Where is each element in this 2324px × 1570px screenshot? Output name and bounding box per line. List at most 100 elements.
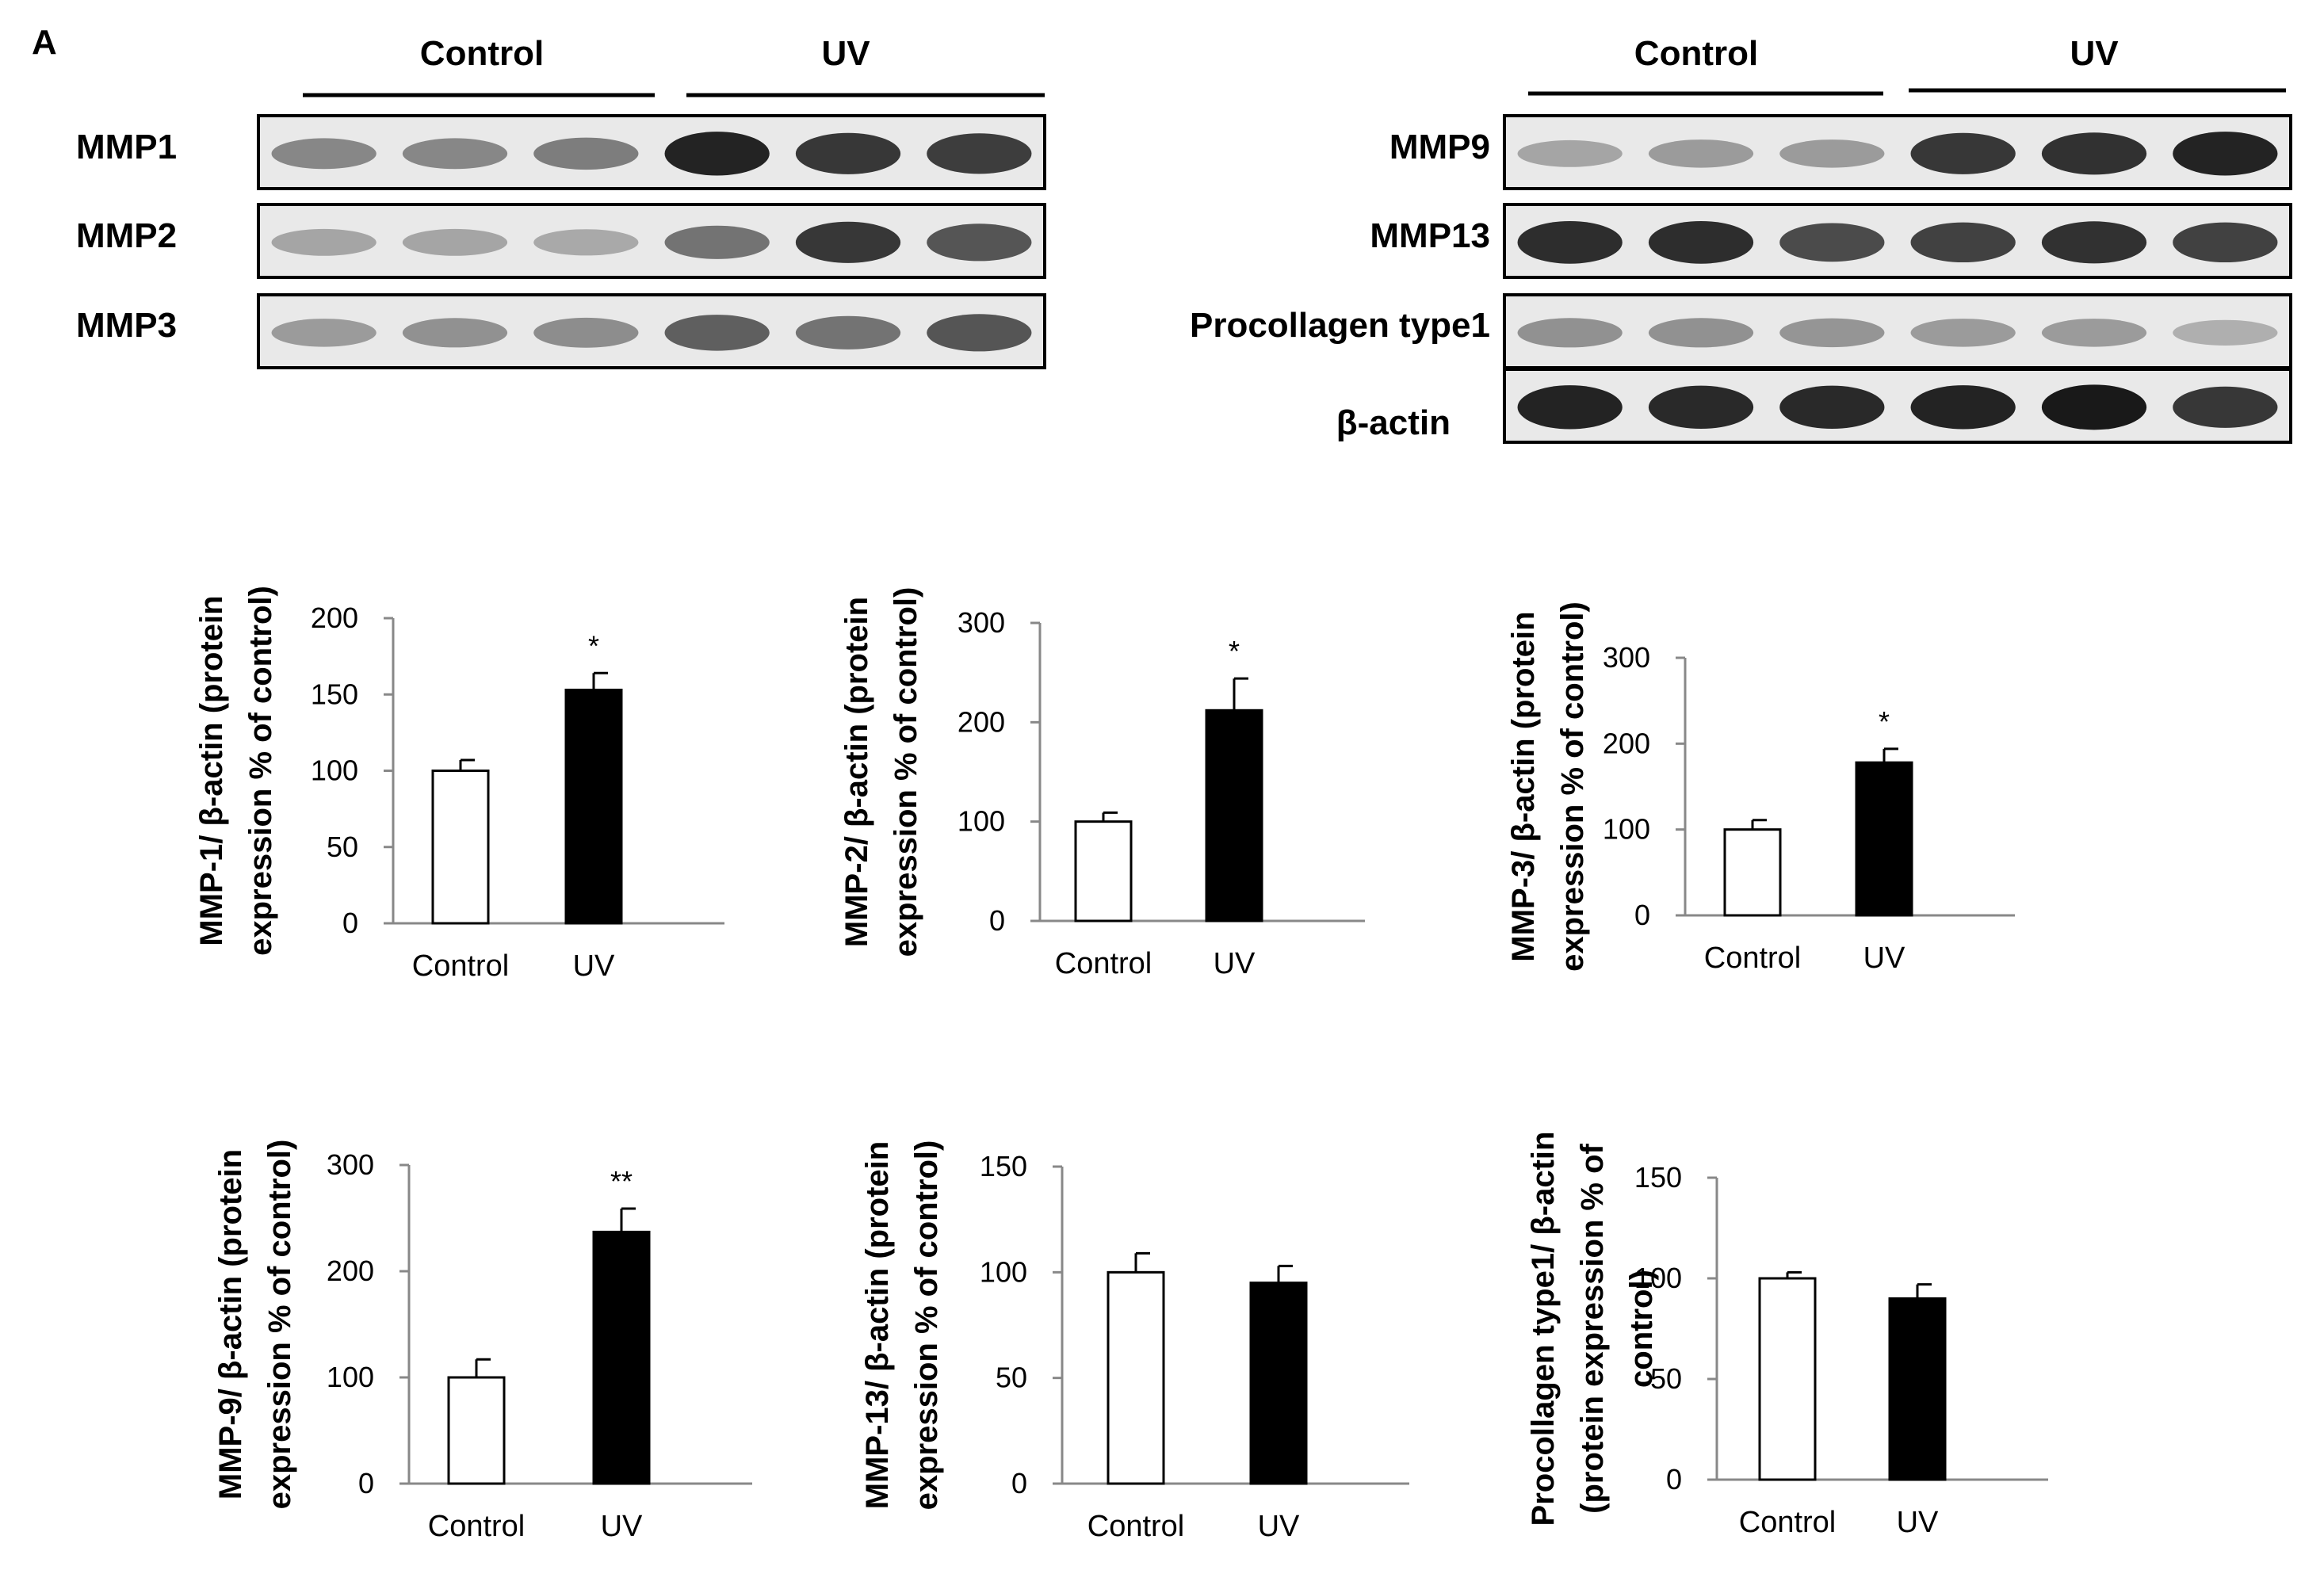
blot-band	[2041, 132, 2147, 175]
blot-band	[1648, 318, 1754, 348]
blot-panel-right: Control UV MMP9 MMP13 Procollagen type1 …	[1190, 34, 2292, 444]
blot-band	[2041, 221, 2147, 264]
y-axis-label: control)	[1624, 1270, 1659, 1388]
blot-frame	[257, 203, 1046, 279]
x-category-label: Control	[1739, 1506, 1837, 1539]
blot-band	[1517, 385, 1623, 430]
bar-uv	[1888, 1297, 1947, 1481]
bar-chart-5: 0 50 100 150 Control UV MMP-13/ β-actin (prote…	[860, 1140, 1409, 1543]
blot-band	[1910, 132, 2016, 174]
blot-frame	[1503, 114, 2292, 190]
significance-marker: *	[1879, 705, 1890, 738]
blot-frame	[1503, 203, 2292, 279]
blot-left-group-uv: UV	[821, 34, 870, 73]
y-axis-label: expression % of control)	[909, 1140, 944, 1511]
y-tick-label: 100	[980, 1255, 1027, 1288]
y-axis-label: expression % of control)	[1555, 602, 1590, 972]
blot-band	[927, 223, 1032, 262]
blot-band	[271, 138, 377, 170]
bar-chart-3: 0 100 200 300 Control * UV MMP-3/ β-actin (prot…	[1506, 602, 2015, 975]
blot-band	[2041, 319, 2147, 347]
y-axis-label: MMP-2/ β-actin (protein	[839, 597, 874, 947]
blot-band	[271, 228, 377, 256]
y-axis-label: MMP-3/ β-actin (protein	[1506, 611, 1541, 961]
y-axis-label: MMP-9/ β-actin (protein	[213, 1149, 248, 1499]
y-axis-label: expression % of control)	[243, 586, 278, 956]
y-tick-label: 200	[327, 1255, 374, 1287]
y-axis-label: (protein expression % of	[1575, 1143, 1610, 1513]
blot-band	[533, 317, 639, 348]
blot-frame	[257, 114, 1046, 190]
y-tick-label: 200	[1603, 727, 1650, 759]
blot-band	[2173, 132, 2278, 176]
blot-band	[1648, 139, 1754, 168]
y-tick-label: 0	[1666, 1463, 1682, 1496]
blot-row-label-mmp3: MMP3	[76, 306, 177, 345]
blot-strip-mmp3	[257, 293, 1046, 369]
y-axis-label: MMP-1/ β-actin (protein	[194, 595, 229, 945]
bar-chart-2: 0 100 200 300 Control * UV MMP-2/ β-actin (prot…	[839, 587, 1365, 980]
blot-band	[402, 228, 508, 256]
y-tick-label: 100	[1603, 813, 1650, 846]
bar-uv	[1205, 709, 1263, 923]
blot-band	[533, 137, 639, 170]
blot-band	[664, 315, 770, 351]
y-tick-label: 0	[342, 907, 358, 939]
y-tick-label: 150	[1634, 1161, 1682, 1194]
bar-uv	[564, 688, 623, 925]
blot-band	[1910, 319, 2016, 347]
blot-band	[1517, 220, 1623, 264]
blot-strip-mmp13	[1503, 203, 2292, 279]
significance-marker: *	[1229, 635, 1240, 667]
y-tick-label: 100	[327, 1361, 374, 1393]
y-tick-label: 300	[327, 1148, 374, 1181]
blot-right-group-control: Control	[1634, 34, 1758, 73]
x-category-label: Control	[1087, 1510, 1185, 1543]
blot-band	[2041, 384, 2147, 430]
blot-right-rows	[1503, 114, 2292, 444]
blot-band	[1779, 139, 1885, 168]
blot-band	[795, 315, 901, 350]
x-category-label: Control	[428, 1510, 526, 1543]
blot-strip-procollagen-type1	[1503, 293, 2292, 369]
blot-frame	[1503, 293, 2292, 369]
bar-charts: 0 50 100 150 200 Control * UV MMP-1/ β-actin (pr…	[194, 586, 2048, 1543]
bar-control	[1758, 1277, 1817, 1481]
blot-row-label-procollagen: Procollagen type1	[1190, 306, 1490, 345]
blot-frame	[1503, 368, 2292, 444]
blot-strip-mmp9	[1503, 114, 2292, 190]
blot-band	[1779, 385, 1885, 430]
y-tick-label: 150	[980, 1150, 1027, 1182]
bar-uv	[592, 1230, 651, 1485]
blot-band	[402, 318, 508, 348]
blot-band	[1648, 385, 1754, 430]
bar-control	[1074, 820, 1133, 923]
y-tick-label: 100	[958, 805, 1005, 838]
y-tick-label: 0	[989, 904, 1005, 937]
blot-band	[1779, 318, 1885, 348]
y-axis-label: expression % of control)	[889, 587, 923, 957]
y-tick-label: 200	[311, 602, 358, 634]
blot-band	[927, 133, 1032, 174]
y-axis-label: Procollagen type1/ β-actin	[1526, 1132, 1561, 1526]
bar-control	[447, 1376, 506, 1485]
y-tick-label: 0	[1011, 1467, 1027, 1499]
blot-band	[795, 221, 901, 263]
y-tick-label: 300	[1603, 641, 1650, 674]
y-tick-label: 100	[1634, 1262, 1682, 1294]
significance-marker: **	[610, 1165, 633, 1198]
blot-band	[2173, 319, 2278, 346]
blot-frame	[257, 293, 1046, 369]
blot-band	[795, 132, 901, 174]
x-category-label: UV	[1258, 1510, 1300, 1543]
bar-chart-1: 0 50 100 150 200 Control * UV MMP-1/ β-actin (pr…	[194, 586, 724, 983]
blot-row-label-mmp13: MMP13	[1370, 216, 1490, 255]
y-tick-label: 50	[327, 831, 358, 863]
blot-band	[2173, 222, 2278, 263]
x-category-label: UV	[573, 949, 615, 983]
blot-band	[1779, 223, 1885, 262]
y-tick-label: 200	[958, 705, 1005, 738]
y-axis-label: expression % of control)	[262, 1140, 297, 1510]
blot-strip--actin	[1503, 368, 2292, 444]
